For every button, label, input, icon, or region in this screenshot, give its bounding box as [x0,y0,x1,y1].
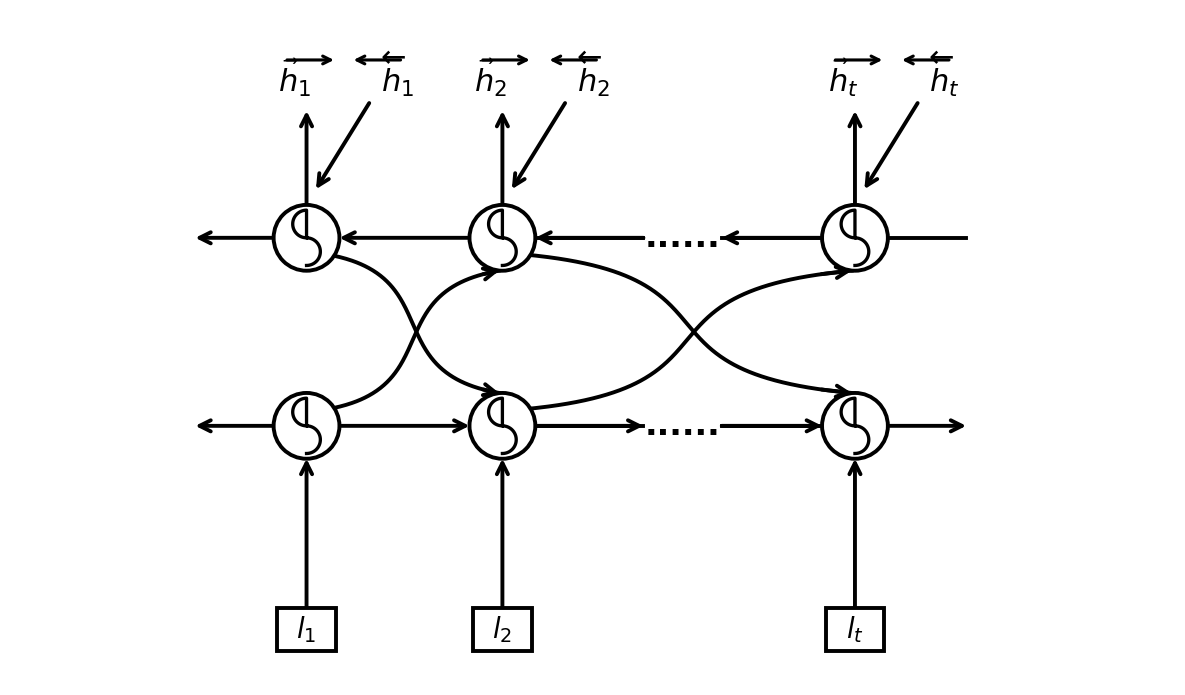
Circle shape [822,393,888,459]
Text: $\overleftarrow{h}_{1}$: $\overleftarrow{h}_{1}$ [380,50,415,99]
Bar [473,608,532,651]
Circle shape [822,205,888,271]
Text: $l_2$: $l_2$ [493,614,512,645]
Text: $\vec{h}_{1}$: $\vec{h}_{1}$ [278,57,312,99]
Bar [826,608,884,651]
Text: $\overleftarrow{h}_{2}$: $\overleftarrow{h}_{2}$ [577,50,610,99]
Circle shape [274,205,339,271]
Circle shape [469,393,536,459]
Circle shape [469,205,536,271]
Text: $\vec{h}_{2}$: $\vec{h}_{2}$ [474,57,507,99]
Text: $\vec{h}_{t}$: $\vec{h}_{t}$ [828,57,859,99]
Text: ......: ...... [645,409,720,442]
Bar [277,608,335,651]
Circle shape [274,393,339,459]
Text: $l_t$: $l_t$ [846,614,864,645]
Text: $l_1$: $l_1$ [296,614,316,645]
Text: ......: ...... [645,221,720,254]
Text: $\overleftarrow{h}_{t}$: $\overleftarrow{h}_{t}$ [929,50,960,99]
